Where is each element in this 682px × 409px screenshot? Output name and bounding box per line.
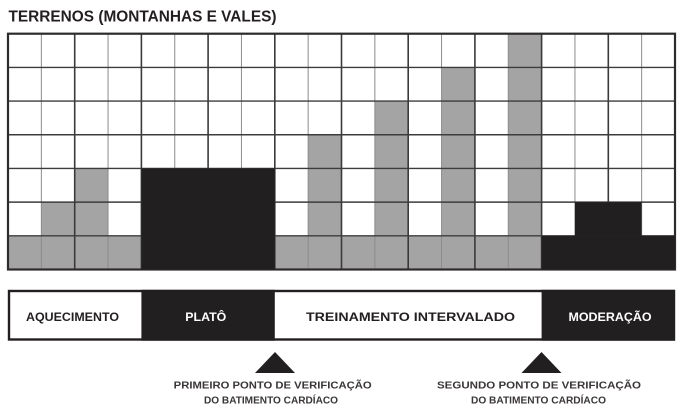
svg-text:TERRENOS (MONTANHAS E VALES): TERRENOS (MONTANHAS E VALES) <box>9 8 277 25</box>
svg-text:PLATÔ: PLATÔ <box>185 309 226 324</box>
svg-text:DO BATIMENTO CARDÍACO: DO BATIMENTO CARDÍACO <box>471 393 606 406</box>
svg-text:MODERAÇÃO: MODERAÇÃO <box>569 309 652 324</box>
svg-text:PRIMEIRO PONTO DE VERIFICAÇÃO: PRIMEIRO PONTO DE VERIFICAÇÃO <box>174 379 372 392</box>
svg-text:AQUECIMENTO: AQUECIMENTO <box>26 310 119 324</box>
svg-text:TREINAMENTO INTERVALADO: TREINAMENTO INTERVALADO <box>306 310 515 324</box>
svg-text:DO BATIMENTO CARDÍACO: DO BATIMENTO CARDÍACO <box>204 393 338 406</box>
svg-text:SEGUNDO PONTO DE VERIFICAÇÃO: SEGUNDO PONTO DE VERIFICAÇÃO <box>437 379 641 392</box>
